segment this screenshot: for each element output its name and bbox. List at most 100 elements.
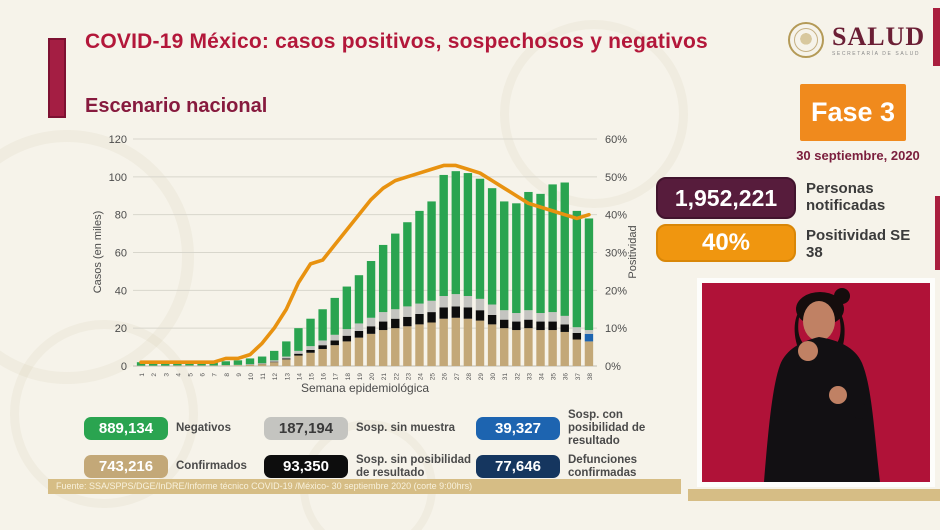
- bar-segment: [318, 340, 327, 346]
- bar-segment: [270, 360, 279, 362]
- legend-value-badge: 77,646: [476, 455, 560, 479]
- bar-segment: [536, 313, 545, 322]
- x-tick-label: 13: [284, 373, 291, 381]
- bar-segment: [318, 309, 327, 341]
- bar-segment: [475, 320, 485, 366]
- title-accent-bar: [48, 38, 66, 118]
- legend-value-badge: 187,194: [264, 417, 348, 441]
- svg-text:20: 20: [115, 323, 127, 335]
- x-tick-label: 10: [248, 373, 255, 381]
- bar-segment: [221, 361, 230, 366]
- x-axis: 1 2 3 4 5 6 7 8 9 10 11 12 13 14 15 16 17 18 19 20 21 22 23 24 2…: [139, 373, 594, 395]
- bar-segment: [306, 346, 315, 350]
- bar-segment: [270, 361, 279, 363]
- bar-segment: [427, 322, 436, 366]
- bar-segment: [330, 340, 339, 346]
- bar-segment: [330, 297, 339, 335]
- x-tick-label: 11: [260, 373, 267, 380]
- bar-segment: [378, 244, 388, 313]
- legend-label: Negativos: [176, 422, 231, 435]
- bar-segment: [233, 360, 243, 365]
- x-tick-label: 18: [345, 373, 352, 381]
- bar-segment: [366, 333, 376, 366]
- decorative-edge-strip: [933, 8, 940, 66]
- legend-label: Defunciones confirmadas: [568, 453, 638, 479]
- positivity-badge: 40%: [656, 224, 796, 262]
- bar-segment: [415, 303, 424, 314]
- bar-segment: [282, 356, 291, 359]
- page-subtitle: Escenario nacional: [85, 95, 268, 117]
- bar-segment: [572, 327, 582, 333]
- bar-segment: [366, 261, 376, 318]
- left-axis: 0 20 40 60 80 100 120 Casos (en miles): [92, 134, 127, 373]
- bar-segment: [282, 341, 291, 357]
- bar-segment: [536, 321, 545, 331]
- bar-segment: [439, 318, 448, 366]
- bar-segment: [391, 328, 400, 366]
- x-axis-title: Semana epidemiológica: [301, 381, 429, 395]
- bar-segment: [403, 222, 412, 307]
- bar-segment: [378, 321, 388, 331]
- x-tick-label: 34: [539, 373, 546, 381]
- left-axis-title: Casos (en miles): [92, 211, 104, 294]
- bar-segment: [403, 306, 412, 317]
- svg-text:120: 120: [109, 134, 127, 146]
- bar-segment: [512, 330, 521, 366]
- legend-label: Sosp. con posibilidad de resultado: [568, 409, 646, 448]
- legend-item: 77,646 Defunciones confirmadas: [476, 454, 684, 480]
- bar-segment: [584, 218, 594, 331]
- bar-segment: [512, 321, 521, 331]
- bar-segment: [415, 324, 424, 366]
- chart-legend: 889,134 Negativos 187,194 Sosp. sin muestra…: [84, 409, 684, 480]
- legend-item: 187,194 Sosp. sin muestra: [264, 409, 476, 449]
- x-tick-label: 20: [369, 373, 376, 381]
- legend-item: 39,327 Sosp. con posibilidad de resultado: [476, 409, 684, 449]
- bar-segment: [584, 330, 594, 334]
- x-tick-label: 12: [272, 373, 279, 381]
- x-tick-label: 36: [563, 373, 570, 381]
- bar-segment: [427, 300, 436, 313]
- x-tick-label: 26: [442, 373, 449, 381]
- legend-value-badge: 93,350: [264, 455, 348, 479]
- svg-text:0%: 0%: [605, 361, 621, 373]
- bar-segment: [487, 304, 497, 315]
- bar-segment: [451, 171, 460, 295]
- x-tick-label: 9: [236, 373, 243, 377]
- bar-segment: [257, 364, 267, 366]
- bar-segment: [560, 331, 569, 366]
- bar-segment: [342, 335, 352, 342]
- x-tick-label: 19: [357, 373, 364, 381]
- bar-segment: [245, 364, 255, 365]
- sign-language-video: [697, 278, 935, 487]
- bar-segment: [584, 333, 594, 342]
- positivity-line: [139, 163, 591, 365]
- bar-segment: [257, 363, 267, 364]
- bar-segment: [475, 298, 485, 311]
- bar-segment: [245, 358, 255, 365]
- legend-value-badge: 743,216: [84, 455, 168, 479]
- bar-segment: [451, 317, 460, 366]
- x-tick-label: 35: [551, 373, 558, 381]
- bar-segment: [403, 326, 412, 366]
- report-date: 30 septiembre, 2020: [796, 148, 920, 163]
- x-tick-label: 37: [575, 373, 582, 381]
- svg-text:30%: 30%: [605, 248, 627, 260]
- bar-segment: [500, 319, 509, 329]
- bar-segment: [415, 210, 424, 304]
- x-tick-label: 23: [405, 373, 412, 381]
- bar-segment: [463, 318, 473, 366]
- bar-segment: [536, 330, 545, 366]
- bar-segment: [294, 328, 303, 351]
- bar-segment: [560, 315, 569, 325]
- salud-logo: SALUD SECRETARÍA DE SALUD: [788, 16, 934, 64]
- bar-segment: [318, 348, 327, 366]
- svg-text:60%: 60%: [605, 134, 627, 146]
- bar-segment: [318, 345, 327, 349]
- x-tick-label: 2: [151, 373, 158, 377]
- bar-segment: [233, 365, 243, 366]
- logo-subtext: SECRETARÍA DE SALUD: [832, 50, 921, 57]
- svg-text:0: 0: [121, 361, 127, 373]
- sign-language-interpreter: [702, 283, 930, 482]
- x-tick-label: 33: [526, 373, 533, 381]
